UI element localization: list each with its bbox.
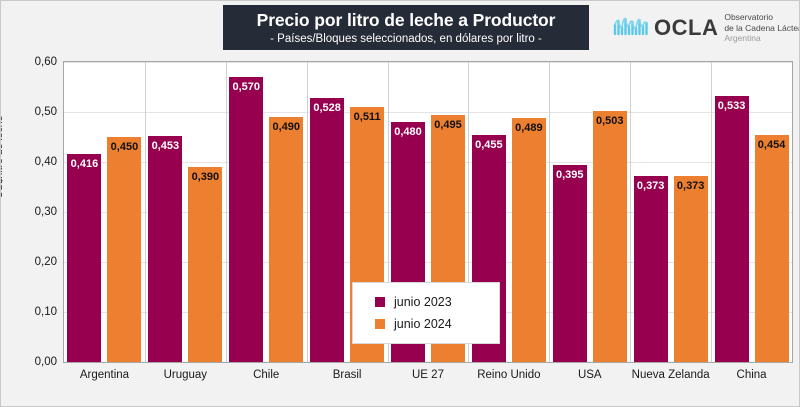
bar-value-label: 0,450 <box>110 141 139 153</box>
bar-group: 0,416 0,450 <box>67 62 142 362</box>
bar-groups: 0,416 0,450 0,453 0,390 0,570 0,490 0,528 0,511… <box>64 62 792 362</box>
bar-value-label: 0,454 <box>757 139 786 151</box>
x-axis-tick-label: USA <box>577 369 602 381</box>
wave-icon <box>613 16 651 40</box>
bar-argentina-junio-2023[interactable]: 0,416 <box>67 154 102 362</box>
gridline <box>64 262 792 263</box>
y-axis-tick-label: 0,60 <box>34 56 57 68</box>
bar-value-label: 0,489 <box>515 121 543 134</box>
legend-label: junio 2023 <box>394 295 452 309</box>
bar-reino-unido-junio-2024[interactable]: 0,489 <box>511 117 546 362</box>
y-axis-tick-label: 0,50 <box>34 106 57 118</box>
bar-china-junio-2024[interactable]: 0,454 <box>754 135 789 362</box>
bar-china-junio-2023[interactable]: 0,533 <box>714 95 749 362</box>
y-axis-tick-label: 0,10 <box>34 306 57 318</box>
bar-value-label: 0,373 <box>636 179 665 192</box>
x-axis-tick-label: Chile <box>253 369 280 381</box>
bar-uruguay-junio-2024[interactable]: 0,390 <box>188 167 223 362</box>
bar-nueva-zelanda-junio-2023[interactable]: 0,373 <box>633 175 668 362</box>
bar-value-label: 0,453 <box>151 139 180 152</box>
bar-value-label: 0,503 <box>596 114 624 127</box>
y-axis-ticks: 0,60 0,50 0,40 0,30 0,20 0,10 0,00 <box>1 56 57 368</box>
bar-uruguay-junio-2023[interactable]: 0,453 <box>148 135 183 362</box>
category-separator <box>307 62 308 362</box>
logo-tagline: Observatorio de la Cadena Láctea Argenti… <box>724 12 800 44</box>
legend-item[interactable]: junio 2024 <box>375 313 499 335</box>
logo-tagline-line2: de la Cadena Láctea <box>724 22 800 33</box>
bar-brasil-junio-2023[interactable]: 0,528 <box>310 98 345 362</box>
logo-wordmark: OCLA <box>654 15 719 40</box>
bar-value-label: 0,490 <box>272 121 300 133</box>
legend-label: junio 2024 <box>394 317 452 331</box>
x-axis-tick-label: Argentina <box>79 369 130 381</box>
bar-nueva-zelanda-junio-2024[interactable]: 0,373 <box>673 175 708 362</box>
y-axis-tick-label: 0,30 <box>34 206 57 218</box>
chart-subtitle: - Países/Bloques seleccionados, en dólar… <box>270 33 542 45</box>
bar-group: 0,373 0,373 <box>633 62 708 362</box>
x-axis-tick-label: China <box>736 369 767 381</box>
gridline <box>64 112 792 113</box>
page-title: Precio por litro de leche a Productor <box>256 10 556 30</box>
bar-value-label: 0,533 <box>717 99 746 112</box>
y-axis-tick-label: 0,20 <box>34 256 57 268</box>
gridline <box>64 62 792 63</box>
chart-legend: junio 2023 junio 2024 <box>352 282 500 344</box>
legend-swatch <box>375 297 385 307</box>
category-separator <box>549 62 550 362</box>
bar-group: 0,395 0,503 <box>552 62 627 362</box>
gridline <box>64 162 792 163</box>
bar-group: 0,533 0,454 <box>714 62 789 362</box>
category-separator <box>388 62 389 362</box>
legend-swatch <box>375 319 385 329</box>
category-separator <box>711 62 712 362</box>
bar-value-label: 0,373 <box>676 179 705 192</box>
bar-argentina-junio-2024[interactable]: 0,450 <box>107 137 142 362</box>
category-separator <box>226 62 227 362</box>
x-axis-tick-label: UE 27 <box>412 369 444 381</box>
bar-value-label: 0,495 <box>434 118 462 131</box>
bar-value-label: 0,390 <box>191 171 220 183</box>
bar-value-label: 0,511 <box>353 110 381 123</box>
bar-chile-junio-2023[interactable]: 0,570 <box>229 77 264 362</box>
logo-tagline-line1: Observatorio <box>724 12 773 23</box>
x-axis-tick-label: Reino Unido <box>477 369 541 381</box>
bar-group: 0,570 0,490 <box>229 62 304 362</box>
bar-usa-junio-2024[interactable]: 0,503 <box>592 110 627 362</box>
bar-value-label: 0,480 <box>394 126 422 138</box>
gridline <box>64 212 792 213</box>
y-axis-tick-label: 0,00 <box>34 356 57 368</box>
bar-value-label: 0,416 <box>70 158 99 170</box>
y-axis-tick-label: 0,40 <box>34 156 57 168</box>
bar-value-label: 0,455 <box>475 138 503 151</box>
bar-value-label: 0,395 <box>556 168 584 181</box>
ocla-logo: OCLA Observatorio de la Cadena Láctea Ar… <box>613 9 800 47</box>
category-separator <box>468 62 469 362</box>
bar-usa-junio-2023[interactable]: 0,395 <box>552 164 587 362</box>
x-axis-tick-label: Brasil <box>332 369 362 381</box>
bar-group: 0,453 0,390 <box>148 62 223 362</box>
legend-item[interactable]: junio 2023 <box>375 291 499 313</box>
bar-chile-junio-2024[interactable]: 0,490 <box>269 117 304 362</box>
x-axis-tick-label: Nueva Zelanda <box>631 369 710 381</box>
x-axis-tick-label: Uruguay <box>163 369 208 381</box>
category-separator <box>630 62 631 362</box>
category-separator <box>145 62 146 362</box>
logo-tagline-line3: Argentina <box>724 33 761 44</box>
bar-value-label: 0,570 <box>232 81 260 93</box>
bar-value-label: 0,528 <box>313 102 341 114</box>
chart-title-box: Precio por litro de leche a Productor - … <box>223 5 589 50</box>
